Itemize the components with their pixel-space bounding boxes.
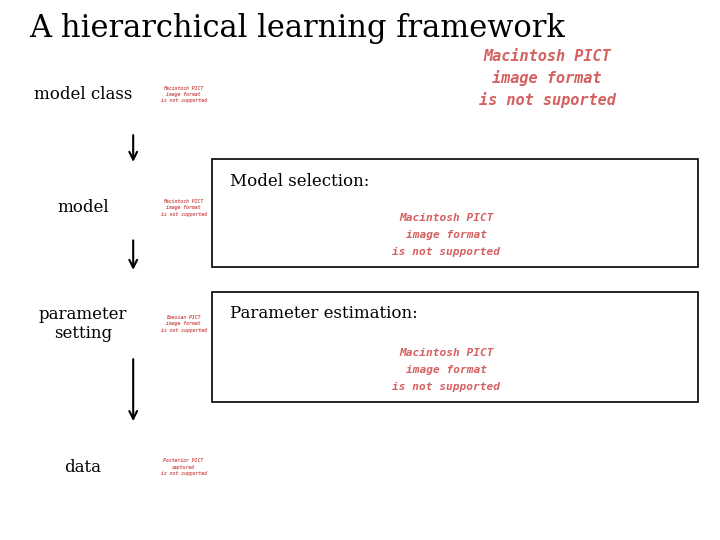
Text: image format: image format [166,92,201,97]
Text: is not supported: is not supported [161,98,207,103]
Text: Macintosh PICT: Macintosh PICT [163,86,204,91]
Text: is not supported: is not supported [161,471,207,476]
Text: is not suported: is not suported [479,92,616,108]
Text: captured: captured [172,464,195,470]
Text: is not supported: is not supported [392,382,500,392]
Text: image format: image format [166,321,201,327]
Text: image format: image format [406,365,487,375]
Text: Macintosh PICT: Macintosh PICT [163,199,204,204]
Text: is not supported: is not supported [161,212,207,217]
Text: Posterior PICT: Posterior PICT [163,458,204,463]
Text: model class: model class [34,86,132,103]
Bar [212,159,698,267]
Text: is not supported: is not supported [161,328,207,333]
Text: Macintosh PICT: Macintosh PICT [483,49,611,64]
Text: Model selection:: Model selection: [230,173,370,190]
Text: is not supported: is not supported [392,247,500,256]
Text: image format: image format [166,205,201,211]
Text: Macintosh PICT: Macintosh PICT [399,348,494,358]
Text: image format: image format [492,70,602,86]
Text: Baesian PICT: Baesian PICT [166,315,201,320]
Text: data: data [64,458,102,476]
Bar [212,292,698,402]
Text: A hierarchical learning framework: A hierarchical learning framework [29,14,564,44]
Text: Parameter estimation:: Parameter estimation: [230,305,418,322]
Text: parameter
setting: parameter setting [39,306,127,342]
Text: image format: image format [406,230,487,240]
Text: model: model [57,199,109,217]
Text: Macintosh PICT: Macintosh PICT [399,213,494,223]
